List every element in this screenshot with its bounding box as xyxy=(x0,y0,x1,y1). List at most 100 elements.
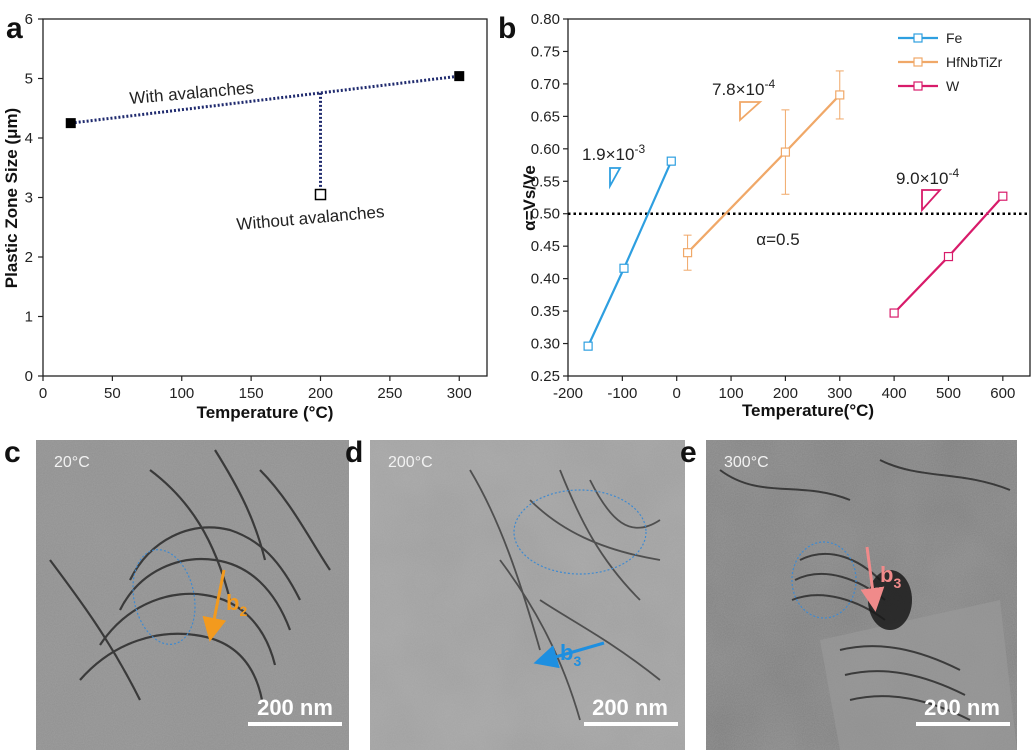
plot-marks-a xyxy=(65,71,465,201)
slope-label: 1.9×10-3 xyxy=(582,142,645,164)
annotation-with-avalanches: With avalanches xyxy=(129,78,255,108)
y-tick-label: 0.45 xyxy=(531,238,560,255)
scale-bar-label-c: 200 nm xyxy=(257,695,333,720)
slope-triangle xyxy=(739,101,763,123)
legend-marker xyxy=(913,81,923,91)
legend-label: W xyxy=(946,78,960,94)
data-point xyxy=(943,251,954,262)
grain-region-e xyxy=(820,600,1017,750)
y-tick-label: 0.35 xyxy=(531,303,560,320)
scale-bar-label-d: 200 nm xyxy=(592,695,668,720)
point-without-avalanches xyxy=(314,188,327,201)
x-tick-label: 150 xyxy=(239,385,264,402)
slope-label: 9.0×10-4 xyxy=(896,166,959,188)
scale-bar-c xyxy=(248,722,342,726)
plot-frame-b xyxy=(567,18,1031,377)
plot-frame-a xyxy=(42,18,488,377)
x-tick-label: 600 xyxy=(990,385,1015,402)
y-tick-label: 0.70 xyxy=(531,76,560,93)
panel-letter-a: a xyxy=(6,12,23,45)
data-point xyxy=(666,156,676,166)
y-axis-b: 0.25 0.30 0.35 0.40 0.45 0.50 0.55 0.60 0.65 0.70… xyxy=(531,11,568,385)
dislocation-lines-d xyxy=(469,469,661,721)
x-tick-label: -200 xyxy=(553,385,583,402)
x-tick-label: 500 xyxy=(936,385,961,402)
temperature-label-e: 300°C xyxy=(724,454,769,471)
y-axis-title-b: α=Vs/Ve xyxy=(520,165,539,231)
slope-label: 7.8×10-4 xyxy=(712,77,775,99)
highlight-ellipse-e xyxy=(791,541,857,619)
burgers-arrow-e xyxy=(860,546,885,612)
data-point xyxy=(583,341,593,351)
burgers-arrow-d xyxy=(533,641,605,669)
y-tick-label: 0.25 xyxy=(531,368,560,385)
micrograph-d-grain xyxy=(370,440,685,750)
y-tick-label: 5 xyxy=(25,71,33,88)
data-point xyxy=(889,308,899,318)
annotation-without-avalanches: Without avalanches xyxy=(236,202,385,234)
data-point xyxy=(835,90,845,100)
x-tick-label: 100 xyxy=(169,385,194,402)
temperature-label-c: 20°C xyxy=(54,454,90,471)
y-axis-a: 0 1 2 3 4 5 6 xyxy=(25,11,43,385)
y-tick-label: 1 xyxy=(25,309,33,326)
y-tick-label: 0.50 xyxy=(531,206,560,223)
y-tick-label: 0.75 xyxy=(531,43,560,60)
y-tick-label: 6 xyxy=(25,11,33,28)
panel-letter-b: b xyxy=(498,12,516,45)
y-tick-label: 0.65 xyxy=(531,108,560,125)
point-with-avalanches xyxy=(65,118,76,129)
burgers-arrow-c xyxy=(202,569,227,642)
scale-bar-e xyxy=(916,722,1010,726)
y-tick-label: 3 xyxy=(25,190,33,207)
point-with-avalanches xyxy=(454,71,465,82)
panel-letter-e: e xyxy=(680,436,697,469)
scale-bar-d xyxy=(584,722,678,726)
burgers-label-d: b3 xyxy=(560,640,581,669)
panel-letter-c: c xyxy=(4,436,21,469)
x-tick-label: 0 xyxy=(673,385,681,402)
x-tick-label: -100 xyxy=(607,385,637,402)
temperature-label-d: 200°C xyxy=(388,454,433,471)
y-tick-label: 2 xyxy=(25,249,33,266)
x-tick-label: 400 xyxy=(882,385,907,402)
panel-c-micrograph: c b2 20°C 200 nm xyxy=(4,436,349,750)
legend-label: HfNbTiZr xyxy=(946,54,1003,70)
y-tick-label: 0.30 xyxy=(531,336,560,353)
slope-triangle xyxy=(609,167,622,190)
x-axis-title-b: Temperature(°C) xyxy=(742,401,874,420)
x-axis-b: -200 -100 0 100 200 300 400 500 600 xyxy=(553,376,1015,402)
slope-triangle xyxy=(921,189,943,213)
scale-bar-label-e: 200 nm xyxy=(924,695,1000,720)
x-tick-label: 300 xyxy=(447,385,472,402)
reference-line-label: α=0.5 xyxy=(756,230,799,249)
panel-letter-d: d xyxy=(345,436,363,469)
series-line xyxy=(587,160,673,347)
x-tick-label: 0 xyxy=(39,385,47,402)
y-tick-label: 4 xyxy=(25,130,33,147)
x-axis-title-a: Temperature (°C) xyxy=(197,403,334,422)
y-tick-label: 0.40 xyxy=(531,271,560,288)
x-tick-label: 250 xyxy=(377,385,402,402)
x-tick-label: 200 xyxy=(308,385,333,402)
legend-marker xyxy=(913,33,923,43)
series-line-with-avalanches xyxy=(70,74,460,125)
data-point xyxy=(998,191,1008,201)
highlight-ellipse-c xyxy=(132,549,196,645)
legend-label: Fe xyxy=(946,30,963,46)
legend-b: Fe HfNbTiZr W xyxy=(898,30,1003,94)
y-tick-label: 0.80 xyxy=(531,11,560,28)
y-tick-label: 0.60 xyxy=(531,141,560,158)
x-axis-a: 0 50 100 150 200 250 300 xyxy=(39,376,472,402)
data-point xyxy=(780,147,791,157)
data-point xyxy=(682,248,693,258)
y-tick-label: 0.55 xyxy=(531,173,560,190)
panel-d-micrograph: d b3 200°C 200 nm xyxy=(345,436,685,750)
panel-e-micrograph: e b3 300°C 200 nm xyxy=(680,436,1017,750)
x-tick-label: 100 xyxy=(719,385,744,402)
x-tick-label: 200 xyxy=(773,385,798,402)
x-tick-label: 50 xyxy=(104,385,121,402)
y-axis-title-a: Plastic Zone Size (μm) xyxy=(2,108,21,288)
x-tick-label: 300 xyxy=(827,385,852,402)
